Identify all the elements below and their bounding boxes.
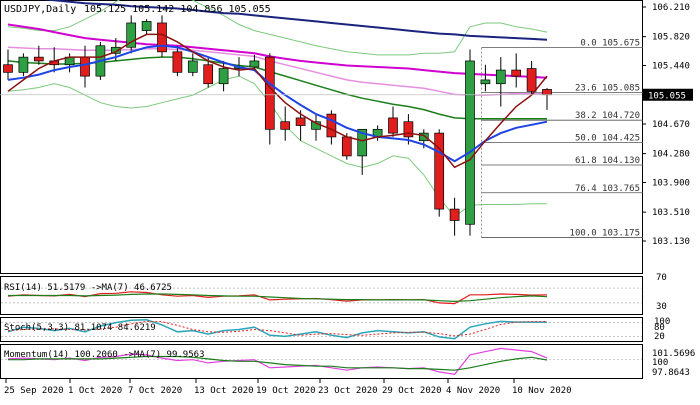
ohlc-label: 105.125 105.142 104.856 105.055 bbox=[84, 4, 271, 15]
momentum-plot-group bbox=[1, 347, 642, 375]
date-label: 1 Oct 2020 bbox=[68, 386, 122, 396]
candle-bear[interactable] bbox=[203, 64, 214, 85]
bollinger-upper-line bbox=[7, 0, 548, 56]
fib-level-label: 100.0 103.175 bbox=[570, 229, 640, 239]
candle-bear[interactable] bbox=[280, 121, 291, 130]
candle-bull[interactable] bbox=[465, 60, 475, 225]
candle-bear[interactable] bbox=[80, 56, 90, 77]
date-label: 25 Sep 2020 bbox=[4, 386, 64, 396]
candle-bear[interactable] bbox=[542, 89, 552, 96]
momentum-level-low: 97.8643 bbox=[652, 368, 690, 378]
date-label: 7 Oct 2020 bbox=[128, 386, 182, 396]
ma-blue-line bbox=[7, 44, 548, 163]
candle-bull[interactable] bbox=[249, 60, 260, 68]
fib-level-label: 23.6 105.085 bbox=[575, 83, 640, 93]
date-label: 4 Nov 2020 bbox=[446, 386, 500, 396]
stoch-plot-group bbox=[1, 319, 642, 340]
date-label: 19 Oct 2020 bbox=[256, 386, 316, 396]
price-tick-label: 105.440 bbox=[652, 62, 690, 72]
date-label: 29 Oct 2020 bbox=[382, 386, 442, 396]
price-axis: 106.210 105.820 105.440 104.670 104.280 103.9… bbox=[642, 3, 693, 247]
current-price-label: 105.055 bbox=[648, 91, 686, 101]
candle-bull[interactable] bbox=[418, 132, 429, 142]
momentum-level-100: 100 bbox=[652, 358, 668, 368]
candle-bull[interactable] bbox=[495, 69, 506, 85]
candle-bear[interactable] bbox=[157, 22, 167, 53]
candle-bear[interactable] bbox=[341, 136, 352, 157]
symbol-label: USDJPY,Daily bbox=[4, 4, 76, 15]
candle-bear[interactable] bbox=[295, 117, 306, 126]
candle-bull[interactable] bbox=[480, 79, 491, 85]
current-price-box bbox=[643, 88, 693, 101]
price-tick-label: 103.510 bbox=[652, 208, 690, 218]
price-tick-label: 104.280 bbox=[652, 150, 690, 160]
date-label: 10 Nov 2020 bbox=[512, 386, 572, 396]
main-plot-group: 0.0 105.675 23.6 105.085 38.2 104.720 50.0 … bbox=[0, 0, 643, 239]
price-tick-label: 104.670 bbox=[652, 120, 690, 130]
rsi-ma-line bbox=[8, 293, 548, 303]
candle-bull[interactable] bbox=[18, 56, 29, 73]
momentum-pane[interactable] bbox=[0, 344, 643, 379]
stoch-label: Stoch(5,3,3) 81.1074 84.6219 bbox=[4, 323, 156, 333]
candle-bear[interactable] bbox=[434, 132, 445, 210]
candle-bear[interactable] bbox=[264, 56, 275, 130]
stoch-level-20: 20 bbox=[654, 332, 665, 342]
candle-bear[interactable] bbox=[526, 68, 537, 92]
fib-level-label: 0.0 105.675 bbox=[580, 39, 640, 49]
rsi-plot-group bbox=[1, 287, 642, 305]
candle-bull[interactable] bbox=[110, 46, 121, 54]
main-price-pane[interactable] bbox=[0, 0, 643, 274]
candle-bear[interactable] bbox=[403, 121, 414, 138]
candle-bull[interactable] bbox=[357, 128, 368, 157]
ma-magenta-line bbox=[7, 23, 548, 79]
momentum-ma-line bbox=[8, 355, 548, 371]
ma-dark-blue-line bbox=[42, 0, 548, 41]
fib-level-label: 50.0 104.425 bbox=[575, 134, 640, 144]
stoch-level-80: 80 bbox=[654, 323, 665, 333]
price-tick-label: 106.210 bbox=[652, 3, 690, 13]
price-tick-label: 105.820 bbox=[652, 33, 690, 43]
rsi-label: RSI(14) 51.5179 ->MA(7) 46.6725 bbox=[4, 283, 172, 293]
candle-bear[interactable] bbox=[388, 117, 398, 134]
rsi-line bbox=[7, 291, 548, 305]
candle-bear[interactable] bbox=[449, 208, 460, 221]
candle-bear[interactable] bbox=[172, 51, 183, 73]
rsi-level-70: 70 bbox=[656, 273, 667, 283]
date-axis: 25 Sep 2020 1 Oct 2020 7 Oct 2020 13 Oct 20… bbox=[4, 379, 572, 396]
date-label: 23 Oct 2020 bbox=[318, 386, 378, 396]
candle-bear[interactable] bbox=[33, 56, 44, 62]
date-label: 13 Oct 2020 bbox=[194, 386, 254, 396]
candle-bear[interactable] bbox=[326, 113, 337, 138]
candle-bull[interactable] bbox=[141, 21, 152, 31]
rsi-level-30: 30 bbox=[656, 302, 667, 312]
momentum-level-high: 101.5696 bbox=[652, 349, 695, 359]
momentum-label: Momentum(14) 100.2060 ->MA(7) 99.9563 bbox=[4, 350, 204, 360]
stoch-k-line bbox=[7, 319, 548, 340]
candle-bull[interactable] bbox=[126, 22, 137, 48]
candle-bear[interactable] bbox=[511, 69, 522, 77]
fib-level-label: 38.2 104.720 bbox=[575, 111, 640, 121]
candle-bull[interactable] bbox=[187, 60, 198, 73]
candle-bull[interactable] bbox=[218, 68, 229, 85]
price-tick-label: 103.900 bbox=[652, 179, 690, 189]
price-tick-label: 103.130 bbox=[652, 237, 690, 247]
momentum-line bbox=[7, 347, 548, 375]
candle-bear[interactable] bbox=[3, 64, 13, 73]
stoch-level-100: 100 bbox=[654, 317, 670, 327]
fib-level-label: 76.4 103.765 bbox=[575, 184, 640, 194]
fib-level-label: 61.8 104.130 bbox=[575, 156, 640, 166]
stoch-d-line bbox=[7, 320, 548, 337]
